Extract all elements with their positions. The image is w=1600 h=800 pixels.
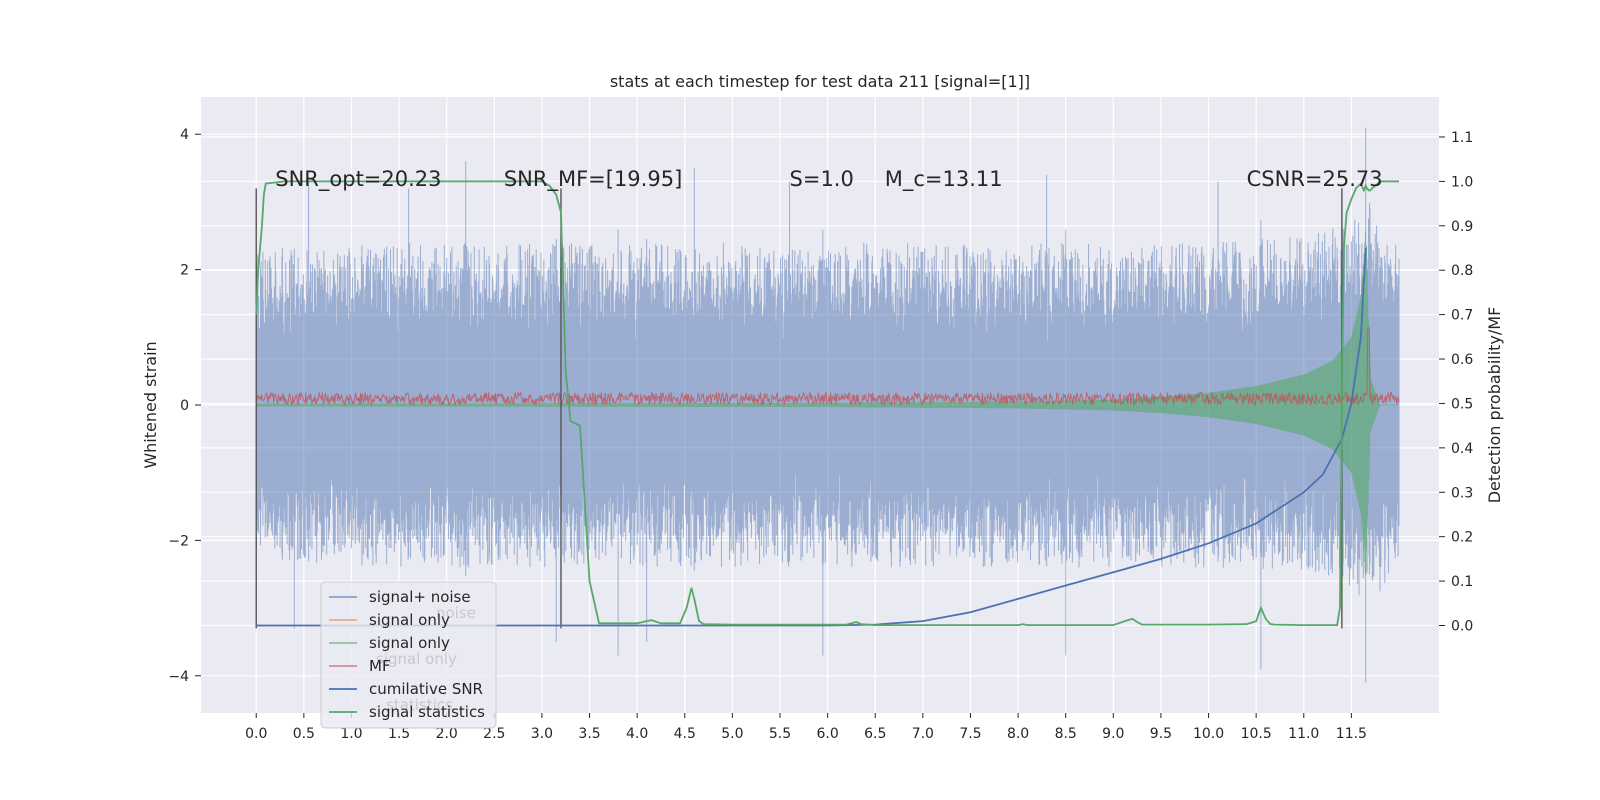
x-tick-label: 9.5 xyxy=(1150,726,1172,742)
right-axis-ticks: 1.1 1.0 0.9 0.8 0.7 0.6 0.5 0.4 0.3 0.2 0.1 0.0 xyxy=(1439,130,1473,635)
legend-label: MF xyxy=(369,657,391,675)
legend-label: signal only xyxy=(369,634,450,652)
series-cumulative-snr xyxy=(256,247,1367,627)
legend-label: signal+ noise xyxy=(369,588,471,606)
legend-box xyxy=(320,581,497,729)
legend-ghost-label: statistics xyxy=(386,696,453,714)
y2-tick-label: 0.5 xyxy=(1451,396,1473,412)
x-tick-label: 1.0 xyxy=(340,726,362,742)
x-tick-label: 11.5 xyxy=(1336,726,1367,742)
x-tick-label: 8.5 xyxy=(1055,726,1077,742)
x-tick-label: 7.5 xyxy=(959,726,981,742)
y2-tick-label: 0.8 xyxy=(1451,263,1473,279)
x-tick-label: 1.5 xyxy=(388,726,410,742)
chart-title: stats at each timestep for test data 211… xyxy=(610,72,1030,91)
y2-tick-label: 1.1 xyxy=(1451,130,1473,146)
x-tick-label: 4.0 xyxy=(626,726,648,742)
y2-tick-label: 0.9 xyxy=(1451,219,1473,235)
annotations: SNR_opt=20.23 SNR_MF=[19.95] S=1.0 M_c=13.1… xyxy=(275,167,1382,192)
y-tick-label: 4 xyxy=(180,127,189,143)
x-tick-label: 5.0 xyxy=(721,726,743,742)
x-axis-ticks: 0.0 0.5 1.0 1.5 2.0 2.5 3.0 3.5 4.0 4.5 5.0 5.5 6.0 6… xyxy=(245,713,1367,742)
y2-tick-label: 0.3 xyxy=(1451,485,1473,501)
x-tick-label: 11.0 xyxy=(1288,726,1319,742)
y-tick-label: −4 xyxy=(168,669,189,685)
legend-label: cumilative SNR xyxy=(369,680,483,698)
series-signal-only xyxy=(255,231,1399,576)
x-tick-label: 10.0 xyxy=(1193,726,1224,742)
y2-tick-label: 0.7 xyxy=(1451,308,1473,324)
legend-label: signal only xyxy=(369,611,450,629)
x-tick-label: 9.0 xyxy=(1102,726,1124,742)
legend-ghost-label: noise xyxy=(436,604,476,622)
annotation-0: SNR_opt=20.23 xyxy=(275,167,441,192)
series-signal-statistics xyxy=(255,180,1399,626)
legend-ghost-label: signal only xyxy=(376,650,457,668)
y2-axis-label: Detection probability/MF xyxy=(1485,307,1504,504)
annotation-3: M_c=13.11 xyxy=(885,167,1003,192)
x-tick-label: 8.0 xyxy=(1007,726,1029,742)
y-axis-label: Whitened strain xyxy=(141,341,160,468)
annotation-1: SNR_MF=[19.95] xyxy=(504,167,682,192)
x-tick-label: 0.0 xyxy=(245,726,267,742)
y2-tick-label: 0.1 xyxy=(1451,574,1473,590)
x-tick-label: 2.5 xyxy=(483,726,505,742)
legend-label: signal statistics xyxy=(369,703,485,721)
y2-tick-label: 0.6 xyxy=(1451,352,1473,368)
y2-tick-label: 0.0 xyxy=(1451,619,1473,635)
annotation-2: S=1.0 xyxy=(790,167,854,191)
left-axis-ticks: 4 2 0 −2 −4 xyxy=(168,127,201,685)
x-tick-label: 5.5 xyxy=(769,726,791,742)
y-tick-label: 2 xyxy=(180,263,189,279)
series-layer xyxy=(255,127,1400,683)
y-tick-label: −2 xyxy=(168,533,189,549)
y2-tick-label: 0.4 xyxy=(1451,441,1473,457)
y2-tick-label: 0.2 xyxy=(1451,530,1473,546)
x-tick-label: 6.0 xyxy=(816,726,838,742)
x-tick-label: 10.5 xyxy=(1241,726,1272,742)
x-tick-label: 3.5 xyxy=(578,726,600,742)
x-tick-label: 0.5 xyxy=(293,726,315,742)
series-mf xyxy=(255,327,1400,407)
y2-tick-label: 1.0 xyxy=(1451,174,1473,190)
annotation-4: CSNR=25.73 xyxy=(1247,167,1383,191)
x-tick-label: 7.0 xyxy=(912,726,934,742)
y-tick-label: 0 xyxy=(180,398,189,414)
x-tick-label: 4.5 xyxy=(674,726,696,742)
x-tick-label: 2.0 xyxy=(436,726,458,742)
x-tick-label: 6.5 xyxy=(864,726,886,742)
x-tick-label: 3.0 xyxy=(531,726,553,742)
